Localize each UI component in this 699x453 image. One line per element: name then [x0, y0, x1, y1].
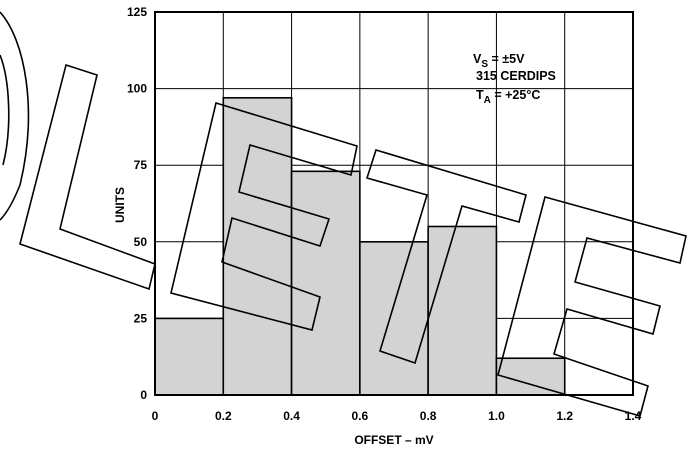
y-tick-label-3: 75 [134, 158, 148, 172]
x-tick-label-6: 1.2 [556, 409, 573, 423]
y-tick-label-5: 125 [127, 5, 147, 19]
bar-1 [222, 96, 293, 396]
bar-4 [427, 225, 498, 396]
x-tick-label-1: 0.2 [215, 409, 232, 423]
supply-voltage-label: VS = ±5V [473, 52, 525, 70]
sample-count-label: 315 CERDIPS [476, 69, 556, 83]
x-tick-label-2: 0.4 [283, 409, 300, 423]
bar-3 [359, 241, 429, 396]
watermark-letter-o [0, 11, 30, 221]
conditions-annotation: VS = ±5V 315 CERDIPS TA = +25°C [473, 52, 556, 106]
y-tick-label-1: 25 [134, 311, 148, 325]
bar-5 [495, 357, 566, 396]
watermark-letter-e2 [497, 196, 687, 417]
watermark-letter-o-inner [0, 54, 10, 166]
plot-frame [154, 11, 634, 396]
y-tick-label-4: 100 [127, 82, 147, 96]
bar-2 [290, 170, 361, 396]
bar-0 [154, 317, 225, 396]
x-tick-labels: 0 0.2 0.4 0.6 0.8 1.0 1.2 1.4 [152, 409, 642, 423]
temperature-label: TA = +25°C [476, 88, 540, 106]
watermark-letter-l [19, 63, 156, 291]
y-tick-labels: 0 25 50 75 100 125 [127, 5, 147, 402]
watermark-letter-t [365, 149, 527, 365]
y-tick-label-0: 0 [140, 388, 147, 402]
y-axis-label: UNITS [113, 187, 127, 223]
x-axis-label: OFFSET – mV [354, 433, 433, 447]
x-tick-label-3: 0.6 [352, 409, 369, 423]
x-tick-label-4: 0.8 [420, 409, 437, 423]
y-tick-label-2: 50 [134, 235, 148, 249]
watermark-letter-e1 [170, 101, 358, 331]
x-tick-label-5: 1.0 [488, 409, 505, 423]
obsolete-watermark [0, 11, 687, 417]
x-tick-label-0: 0 [152, 409, 159, 423]
